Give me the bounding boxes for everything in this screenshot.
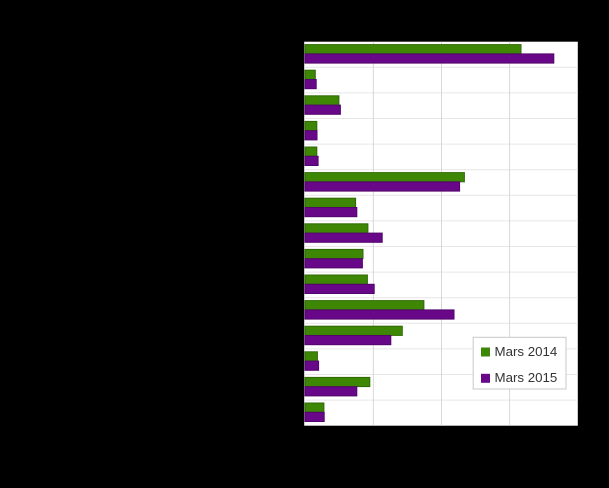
svg-text:Mars 2015: Mars 2015 [495,370,558,385]
svg-text:Mars 2014: Mars 2014 [495,344,558,359]
